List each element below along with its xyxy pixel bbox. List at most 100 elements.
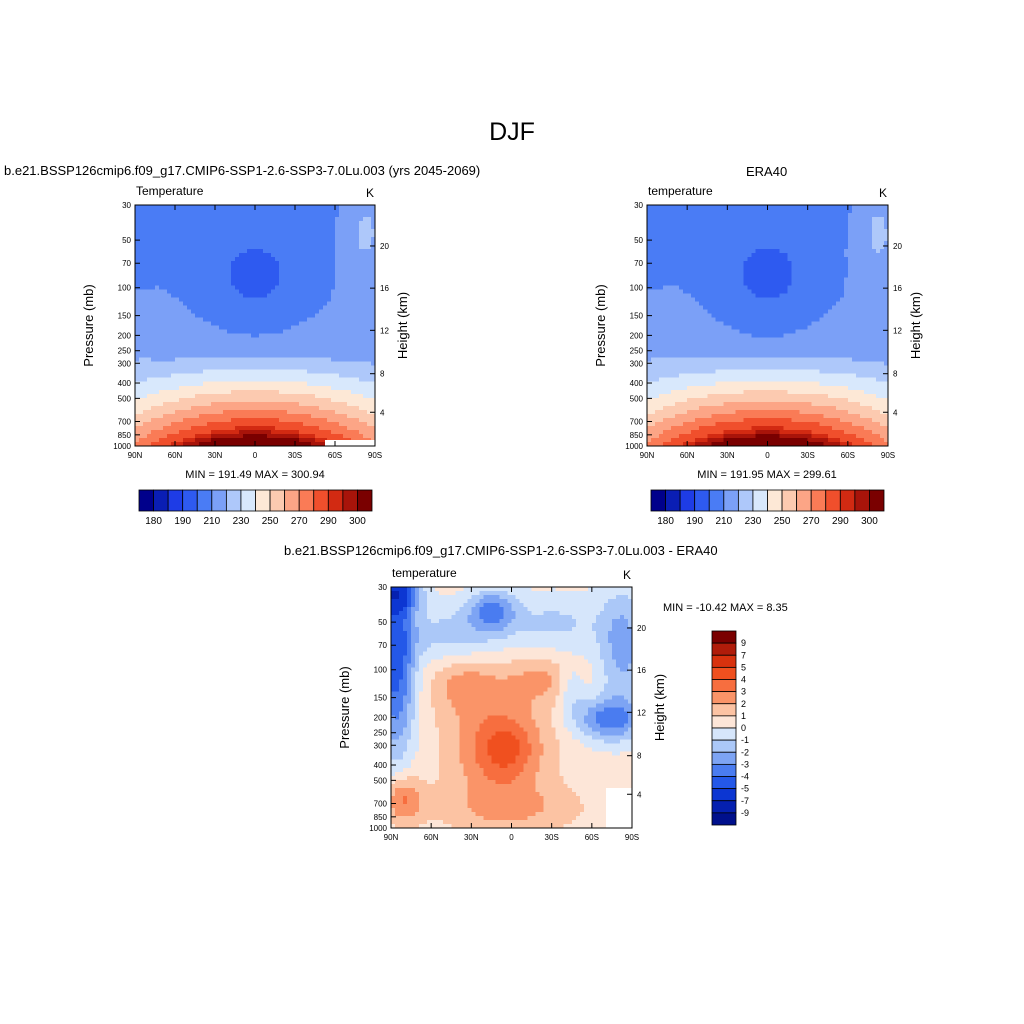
obs-y-tick-label: 50 bbox=[634, 236, 643, 245]
obs-colorbar bbox=[650, 489, 885, 512]
obs-y2-tick-label: 4 bbox=[893, 408, 898, 417]
diff-left-label: temperature bbox=[392, 566, 457, 580]
diff-y2-tick-label: 8 bbox=[637, 752, 642, 761]
obs-colorbar-label: 290 bbox=[832, 516, 849, 527]
model-y-tick-label: 500 bbox=[118, 394, 132, 403]
diff-colorbar-box bbox=[711, 654, 737, 668]
diff-colorbar-label: 2 bbox=[741, 699, 746, 709]
model-colorbar bbox=[138, 489, 373, 512]
diff-colorbar-label: 1 bbox=[741, 711, 746, 721]
model-x-tick-label: 60N bbox=[168, 451, 183, 460]
model-x-tick-label: 30N bbox=[208, 451, 223, 460]
model-surface-mask bbox=[325, 440, 375, 446]
obs-y-tick-label: 400 bbox=[630, 379, 644, 388]
model-colorbar-label: 250 bbox=[262, 516, 279, 527]
obs-colorbar-box bbox=[781, 489, 798, 512]
obs-y-tick-label: 850 bbox=[630, 431, 644, 440]
obs-colorbar-box bbox=[810, 489, 827, 512]
diff-x-tick-label: 60S bbox=[585, 833, 599, 842]
diff-contour-fill bbox=[391, 587, 633, 829]
obs-colorbar-box bbox=[694, 489, 710, 512]
diff-x-tick-label: 30S bbox=[545, 833, 559, 842]
diff-colorbar-label: -4 bbox=[741, 772, 749, 782]
obs-colorbar-label: 250 bbox=[774, 516, 791, 527]
obs-colorbar-box bbox=[752, 489, 768, 512]
model-colorbar-box bbox=[342, 489, 358, 512]
obs-y-tick-label: 150 bbox=[630, 312, 644, 321]
model-x-tick-label: 60S bbox=[328, 451, 342, 460]
diff-colorbar-label: 9 bbox=[741, 638, 746, 648]
model-y-tick-label: 300 bbox=[118, 359, 132, 368]
model-x-tick-label: 30S bbox=[288, 451, 302, 460]
obs-stats: MIN = 191.95 MAX = 299.61 bbox=[697, 469, 836, 481]
diff-y2-tick-label: 20 bbox=[637, 624, 646, 633]
model-y2-axis-title: Height (km) bbox=[395, 292, 410, 359]
obs-colorbar-box bbox=[708, 489, 725, 512]
diff-colorbar-label: 7 bbox=[741, 650, 746, 660]
obs-x-tick-label: 0 bbox=[765, 451, 770, 460]
model-y-tick-label: 850 bbox=[118, 431, 132, 440]
model-colorbar-box bbox=[153, 489, 169, 512]
model-colorbar-box bbox=[138, 489, 154, 512]
model-y-tick-label: 70 bbox=[122, 259, 131, 268]
diff-y-tick-label: 30 bbox=[378, 583, 387, 592]
diff-colorbar-label: -3 bbox=[741, 759, 749, 769]
diff-units-label: K bbox=[623, 568, 631, 582]
model-colorbar-box bbox=[211, 489, 227, 512]
diff-x-tick-label: 0 bbox=[509, 833, 514, 842]
obs-x-tick-label: 30S bbox=[801, 451, 815, 460]
diff-colorbar-box bbox=[711, 666, 737, 680]
model-x-tick-label: 90S bbox=[368, 451, 382, 460]
model-y2-tick-label: 12 bbox=[380, 326, 389, 335]
diff-y2-tick-label: 4 bbox=[637, 790, 642, 799]
model-colorbar-label: 290 bbox=[320, 516, 337, 527]
diff-colorbar-box bbox=[711, 751, 737, 765]
obs-panel-title: ERA40 bbox=[746, 164, 788, 179]
diff-x-tick-label: 90S bbox=[625, 833, 639, 842]
model-x-tick-label: 0 bbox=[253, 451, 258, 460]
diff-y-tick-label: 200 bbox=[374, 713, 388, 722]
diff-colorbar-box bbox=[711, 715, 737, 729]
diff-stats: MIN = -10.42 MAX = 8.35 bbox=[663, 602, 788, 614]
model-y-tick-label: 100 bbox=[118, 284, 132, 293]
model-colorbar-box bbox=[196, 489, 213, 512]
model-contour-fill bbox=[135, 205, 376, 447]
diff-colorbar-label: 0 bbox=[741, 723, 746, 733]
diff-colorbar-box bbox=[711, 776, 737, 790]
diff-colorbar-box bbox=[711, 691, 737, 705]
model-units-label: K bbox=[366, 186, 374, 200]
model-colorbar-box bbox=[167, 489, 184, 512]
model-x-tick-label: 90N bbox=[128, 451, 143, 460]
diff-colorbar-label: -2 bbox=[741, 747, 749, 757]
obs-y-tick-label: 700 bbox=[630, 417, 644, 426]
model-left-label: Temperature bbox=[136, 184, 204, 198]
diff-colorbar-label: 3 bbox=[741, 687, 746, 697]
model-y2-tick-label: 4 bbox=[380, 408, 385, 417]
model-colorbar-box bbox=[357, 489, 373, 512]
obs-colorbar-box bbox=[839, 489, 856, 512]
model-y-axis-title: Pressure (mb) bbox=[81, 284, 96, 366]
diff-colorbar-label: -9 bbox=[741, 808, 749, 818]
diff-y2-tick-label: 16 bbox=[637, 666, 646, 675]
diff-y-tick-label: 300 bbox=[374, 741, 388, 750]
obs-y-axis-title: Pressure (mb) bbox=[593, 284, 608, 366]
diff-y-tick-label: 50 bbox=[378, 618, 387, 627]
diff-colorbar-box bbox=[711, 703, 737, 717]
obs-y2-tick-label: 12 bbox=[893, 326, 902, 335]
obs-colorbar-label: 270 bbox=[803, 516, 820, 527]
diff-y-tick-label: 1000 bbox=[369, 824, 387, 833]
diff-colorbar bbox=[711, 630, 737, 826]
diff-colorbar-box bbox=[711, 763, 737, 777]
obs-x-tick-label: 90N bbox=[640, 451, 655, 460]
obs-colorbar-box bbox=[825, 489, 841, 512]
diff-colorbar-box bbox=[711, 630, 737, 644]
obs-colorbar-box bbox=[679, 489, 696, 512]
diff-colorbar-box bbox=[711, 800, 737, 814]
diff-y-tick-label: 250 bbox=[374, 729, 388, 738]
diff-colorbar-box bbox=[711, 739, 737, 753]
diff-x-tick-label: 60N bbox=[424, 833, 439, 842]
diff-panel-title: b.e21.BSSP126cmip6.f09_g17.CMIP6-SSP1-2.… bbox=[284, 543, 718, 558]
model-y-tick-label: 1000 bbox=[113, 442, 131, 451]
diff-colorbar-label: -5 bbox=[741, 784, 749, 794]
obs-colorbar-label: 300 bbox=[861, 516, 878, 527]
